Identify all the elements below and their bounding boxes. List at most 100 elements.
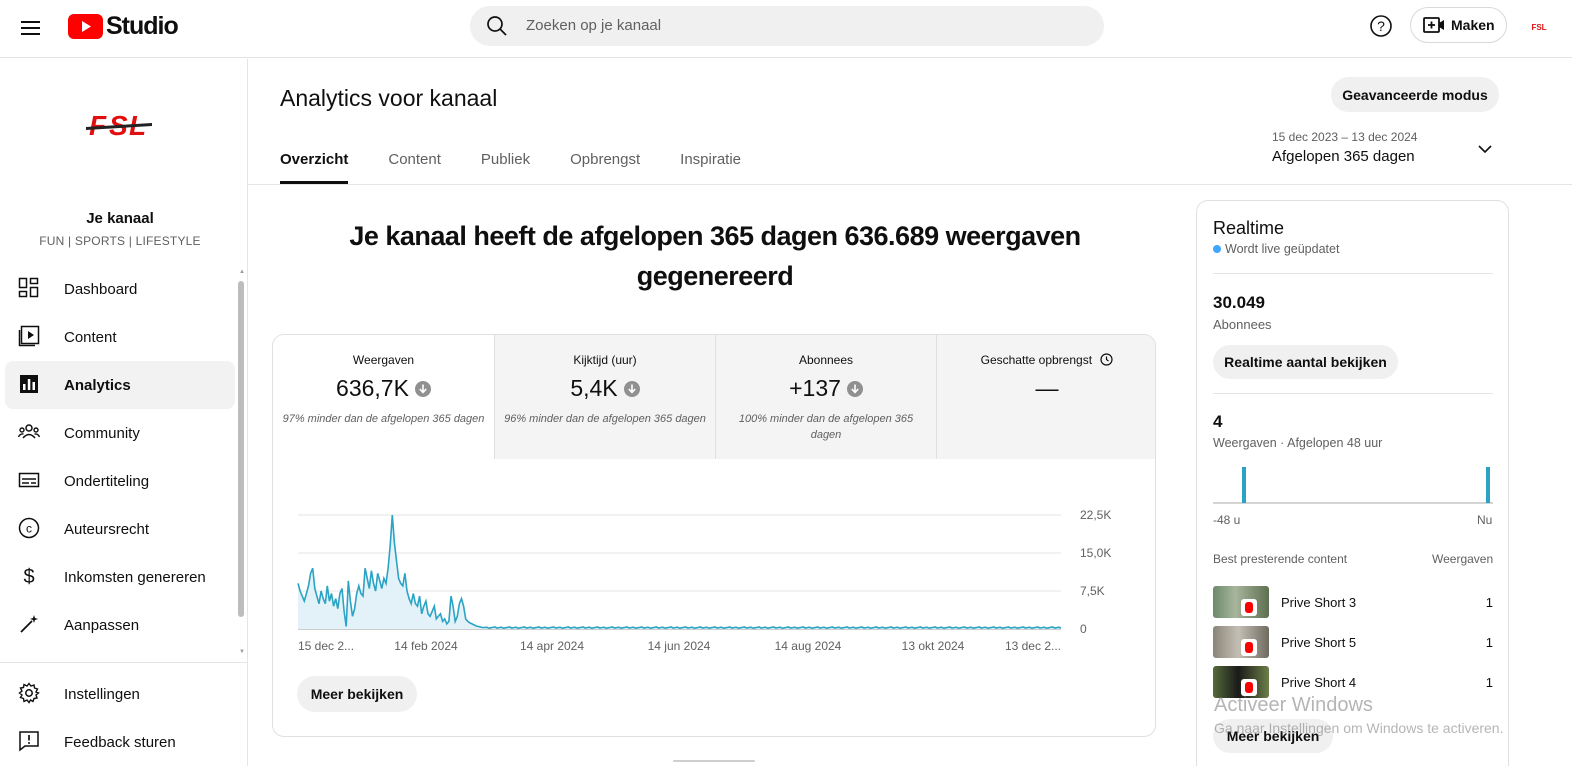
sidebar-item-label: Feedback sturen	[64, 733, 176, 751]
sidebar-item-copyright[interactable]: c Auteursrecht	[0, 505, 240, 553]
channel-logo[interactable]: F S L	[84, 105, 154, 145]
sidebar-item-label: Inkomsten genereren	[64, 568, 206, 586]
mini-chart-axis-right: Nu	[1477, 513, 1493, 527]
arrow-down-icon	[623, 380, 640, 397]
search-input[interactable]: Zoeken op je kanaal	[526, 17, 662, 34]
advanced-mode-button[interactable]: Geavanceerde modus	[1331, 77, 1499, 112]
metric-subscribers[interactable]: Abonnees +137 100% minder dan de afgelop…	[715, 335, 936, 459]
chart-area	[298, 515, 1061, 629]
svg-text:c: c	[26, 522, 32, 536]
metric-views[interactable]: Weergaven 636,7K 97% minder dan de afgel…	[273, 335, 494, 459]
sidebar-item-settings[interactable]: Instellingen	[0, 670, 240, 718]
header-divider	[248, 184, 1572, 185]
content-title: Prive Short 3	[1281, 594, 1357, 610]
sidebar-item-label: Instellingen	[64, 685, 140, 703]
menu-icon[interactable]	[19, 16, 43, 40]
metric-revenue[interactable]: Geschatte opbrengst —	[936, 335, 1155, 459]
svg-text:F: F	[89, 110, 107, 141]
sidebar-item-community[interactable]: Community	[0, 409, 240, 457]
views-chart[interactable]: 0 7,5K 15,0K 22,5K 15 dec 2... 14 feb 2024 14 …	[273, 459, 1156, 669]
top-content-row[interactable]: Prive Short 5 1	[1213, 626, 1493, 658]
sidebar-divider	[0, 662, 247, 663]
divider	[1213, 273, 1493, 274]
scroll-up-arrow[interactable]: ▲	[239, 269, 245, 275]
svg-text:?: ?	[1377, 18, 1385, 34]
mini-chart-bar	[1242, 467, 1246, 503]
svg-text:$: $	[23, 566, 34, 587]
top-content-column: Weergaven	[1432, 552, 1494, 566]
metric-label: Kijktijd (uur)	[573, 353, 637, 367]
shorts-icon	[1241, 639, 1257, 656]
realtime-panel: Realtime Wordt live geüpdatet 30.049 Abo…	[1196, 200, 1509, 766]
top-content-row[interactable]: Prive Short 3 1	[1213, 586, 1493, 618]
page-title: Analytics voor kanaal	[280, 85, 498, 111]
video-thumbnail	[1213, 666, 1269, 698]
sidebar-item-dashboard[interactable]: Dashboard	[0, 265, 240, 313]
community-icon	[18, 424, 40, 439]
channel-tagline: FUN | SPORTS | LIFESTYLE	[39, 234, 201, 248]
tab-overview[interactable]: Overzicht	[280, 136, 349, 184]
content-title: Prive Short 4	[1281, 674, 1357, 690]
subscriber-label: Abonnees	[1213, 317, 1272, 332]
realtime-mini-chart[interactable]	[1213, 461, 1493, 505]
metric-comparison: 100% minder dan de afgelopen 365 dagen	[738, 413, 914, 441]
date-range-selector[interactable]: 15 dec 2023 – 13 dec 2024 Afgelopen 365 …	[1272, 130, 1500, 172]
windows-activation-text: Ga naar Instellingen om Windows te activ…	[1214, 720, 1504, 736]
metric-label: Weergaven	[352, 353, 415, 367]
sidebar-item-monetization[interactable]: $ Inkomsten genereren	[0, 553, 240, 601]
create-button[interactable]: Maken	[1410, 7, 1507, 43]
see-more-button[interactable]: Meer bekijken	[297, 676, 417, 712]
gear-icon	[18, 682, 40, 704]
realtime-see-more-button[interactable]: Meer bekijken	[1213, 719, 1333, 753]
tab-revenue[interactable]: Opbrengst	[570, 151, 641, 168]
tab-content[interactable]: Content	[388, 151, 441, 168]
mini-chart-bar	[1486, 467, 1490, 503]
search-icon[interactable]	[486, 15, 508, 37]
arrow-down-icon	[414, 380, 431, 397]
youtube-studio-logo[interactable]: Studio	[68, 12, 179, 41]
live-status: Wordt live geüpdatet	[1225, 242, 1340, 256]
content-views: 1	[1485, 674, 1493, 690]
tab-inspiration[interactable]: Inspiratie	[680, 151, 742, 168]
content-icon	[18, 325, 40, 347]
search-bar[interactable]: Zoeken op je kanaal	[470, 6, 1104, 46]
metric-label: Abonnees	[798, 353, 854, 367]
tab-audience[interactable]: Publiek	[480, 151, 531, 168]
avatar[interactable]: FSL	[1525, 13, 1553, 41]
shorts-icon	[1241, 679, 1257, 696]
realtime-views-label: Weergaven · Afgelopen 48 uur	[1213, 436, 1383, 450]
sidebar-item-content[interactable]: Content	[0, 313, 240, 361]
scroll-down-arrow[interactable]: ▼	[239, 649, 245, 655]
metric-watchtime[interactable]: Kijktijd (uur) 5,4K 96% minder dan de af…	[494, 335, 715, 459]
sidebar-scrollbar[interactable]	[238, 281, 244, 617]
chevron-down-icon	[1478, 145, 1492, 154]
sidebar-item-feedback[interactable]: Feedback sturen	[0, 718, 240, 766]
live-dot-icon	[1213, 245, 1221, 253]
sidebar-item-label: Auteursrecht	[64, 520, 150, 538]
arrow-down-icon	[846, 380, 863, 397]
x-tick-label: 14 feb 2024	[394, 639, 458, 653]
x-tick-label: 14 aug 2024	[775, 639, 842, 653]
sidebar-item-analytics[interactable]: Analytics	[5, 361, 235, 409]
sidebar-item-subtitles[interactable]: Ondertiteling	[0, 457, 240, 505]
content-views: 1	[1485, 594, 1493, 610]
logo-text: Studio	[106, 12, 179, 40]
metric-value: +137	[789, 375, 841, 401]
dollar-icon: $	[23, 566, 34, 587]
realtime-count-button[interactable]: Realtime aantal bekijken	[1213, 345, 1398, 379]
feedback-icon	[19, 731, 39, 752]
shorts-icon	[1241, 599, 1257, 616]
magic-wand-icon	[20, 615, 38, 633]
analytics-icon	[20, 375, 38, 393]
date-range-label: Afgelopen 365 dagen	[1272, 148, 1415, 165]
x-tick-label: 13 dec 2...	[1005, 639, 1061, 653]
metric-tabs: Weergaven 636,7K 97% minder dan de afgel…	[273, 335, 1155, 459]
youtube-play-icon	[68, 14, 103, 39]
channel-name: Je kanaal	[86, 210, 154, 227]
top-content-row[interactable]: Prive Short 4 1	[1213, 666, 1493, 698]
x-tick-label: 13 okt 2024	[902, 639, 965, 653]
sidebar-item-customization[interactable]: Aanpassen	[0, 601, 240, 649]
mini-chart-axis-left: -48 u	[1213, 513, 1241, 527]
content-views: 1	[1485, 634, 1493, 650]
help-icon[interactable]: ?	[1369, 14, 1393, 38]
